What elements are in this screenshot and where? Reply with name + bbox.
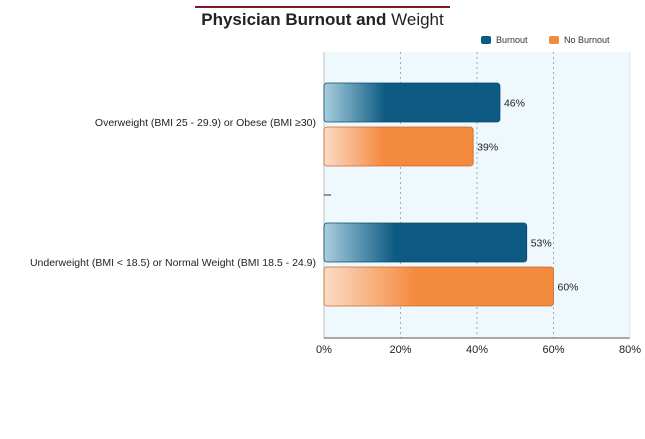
legend-swatch-no-burnout xyxy=(549,36,559,44)
data-label: 53% xyxy=(531,238,552,250)
data-label: 46% xyxy=(504,98,525,110)
bar-burnout xyxy=(323,82,501,123)
bar-burnout xyxy=(323,222,528,263)
data-label: 60% xyxy=(558,282,579,294)
legend-item-no-burnout: No Burnout xyxy=(549,35,610,45)
x-tick-label: 40% xyxy=(466,344,488,356)
category-label: Underweight (BMI < 18.5) or Normal Weigh… xyxy=(30,257,316,269)
labels: 0% 20% 40% 60% 80% Overweight (BMI 25 - 29.9)… xyxy=(30,98,641,357)
data-label: 39% xyxy=(477,142,498,154)
x-tick-label: 0% xyxy=(316,344,332,356)
bar-no-burnout xyxy=(323,126,474,167)
chart-title-bold: Physician Burnout and xyxy=(201,10,387,29)
legend-label-no-burnout: No Burnout xyxy=(564,35,610,45)
chart-title: Physician Burnout and Weight xyxy=(0,10,645,30)
title-rule xyxy=(195,6,450,8)
bar-no-burnout xyxy=(323,266,554,307)
category-label: Overweight (BMI 25 - 29.9) or Obese (BMI… xyxy=(95,117,316,129)
x-tick-label: 60% xyxy=(542,344,564,356)
x-tick-label: 80% xyxy=(619,344,641,356)
bars xyxy=(323,82,554,307)
x-tick-label: 20% xyxy=(389,344,411,356)
legend-swatch-burnout xyxy=(481,36,491,44)
legend-label-burnout: Burnout xyxy=(496,35,528,45)
legend-item-burnout: Burnout xyxy=(481,35,528,45)
chart-title-light: Weight xyxy=(391,10,444,29)
